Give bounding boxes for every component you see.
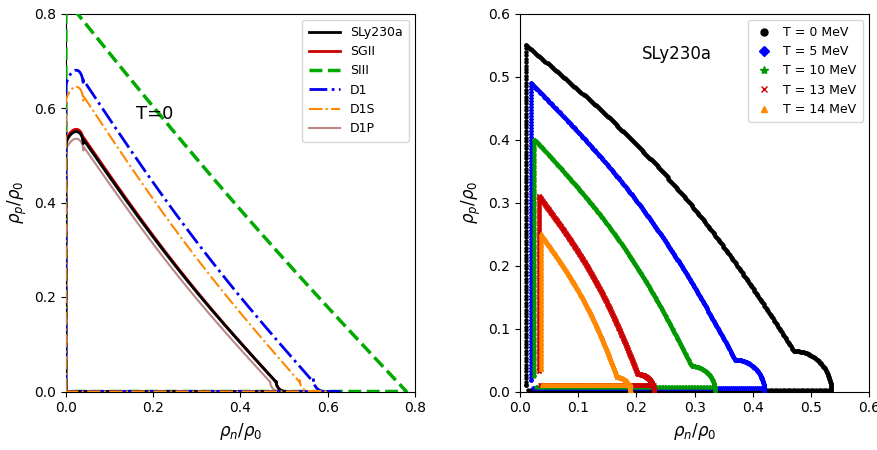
Legend: SLy230a, SGII, SIII, D1, D1S, D1P: SLy230a, SGII, SIII, D1, D1S, D1P [302, 20, 409, 141]
T = 14 MeV [535, 231, 545, 237]
T = 10 MeV [600, 384, 610, 390]
T = 10 MeV [589, 384, 600, 390]
T = 14 MeV [535, 366, 545, 372]
T = 5 MeV [757, 379, 767, 384]
T = 0 MeV [572, 86, 582, 92]
T = 5 MeV [525, 377, 536, 382]
T = 10 MeV [643, 284, 653, 290]
Line: T = 14 MeV: T = 14 MeV [538, 232, 631, 393]
T = 13 MeV [553, 221, 564, 226]
T = 0 MeV [824, 376, 834, 382]
T = 10 MeV [560, 171, 570, 176]
X-axis label: $\rho_n/\rho_0$: $\rho_n/\rho_0$ [218, 421, 262, 442]
Line: T = 0 MeV: T = 0 MeV [524, 44, 832, 393]
T = 14 MeV [551, 253, 561, 259]
T = 10 MeV [709, 389, 719, 394]
T = 10 MeV [529, 175, 539, 180]
T = 0 MeV [520, 382, 531, 388]
Line: T = 13 MeV: T = 13 MeV [537, 194, 655, 393]
T = 10 MeV [529, 373, 539, 378]
T = 14 MeV [592, 325, 602, 331]
T = 0 MeV [713, 238, 724, 244]
T = 5 MeV [603, 385, 614, 391]
T = 5 MeV [525, 128, 536, 134]
T = 13 MeV [647, 383, 658, 389]
T = 14 MeV [535, 253, 545, 258]
T = 5 MeV [565, 122, 575, 127]
T = 13 MeV [533, 194, 544, 199]
T = 13 MeV [579, 382, 589, 388]
T = 14 MeV [565, 382, 575, 387]
T = 5 MeV [759, 389, 769, 394]
T = 5 MeV [525, 377, 536, 382]
T = 13 MeV [572, 382, 582, 388]
T = 13 MeV [533, 368, 544, 373]
T = 0 MeV [520, 382, 531, 388]
T = 0 MeV [640, 387, 651, 392]
T = 13 MeV [606, 310, 617, 316]
T = 13 MeV [533, 368, 544, 373]
T = 14 MeV [624, 384, 634, 390]
T = 13 MeV [648, 389, 659, 394]
T = 5 MeV [674, 260, 684, 265]
T = 0 MeV [825, 389, 836, 394]
Line: T = 10 MeV: T = 10 MeV [532, 138, 717, 393]
Y-axis label: $\rho_p/\rho_0$: $\rho_p/\rho_0$ [459, 181, 482, 224]
T = 10 MeV [529, 137, 539, 142]
T = 14 MeV [570, 382, 581, 387]
T = 5 MeV [525, 80, 536, 86]
X-axis label: $\rho_n/\rho_0$: $\rho_n/\rho_0$ [672, 421, 716, 442]
T = 10 MeV [708, 381, 718, 386]
T = 0 MeV [520, 97, 531, 103]
T = 13 MeV [533, 222, 544, 227]
Y-axis label: $\rho_p/\rho_0$: $\rho_p/\rho_0$ [5, 181, 29, 224]
T = 0 MeV [623, 387, 633, 392]
T = 0 MeV [520, 42, 531, 48]
T = 14 MeV [535, 366, 545, 372]
Line: T = 5 MeV: T = 5 MeV [529, 81, 765, 393]
T = 5 MeV [617, 385, 628, 391]
Legend: T = 0 MeV, T = 5 MeV, T = 10 MeV, T = 13 MeV, T = 14 MeV: T = 0 MeV, T = 5 MeV, T = 10 MeV, T = 13… [747, 20, 862, 122]
T = 10 MeV [529, 373, 539, 378]
Text: SLy230a: SLy230a [641, 45, 711, 63]
Text: T=0: T=0 [136, 105, 173, 123]
T = 14 MeV [624, 389, 635, 394]
